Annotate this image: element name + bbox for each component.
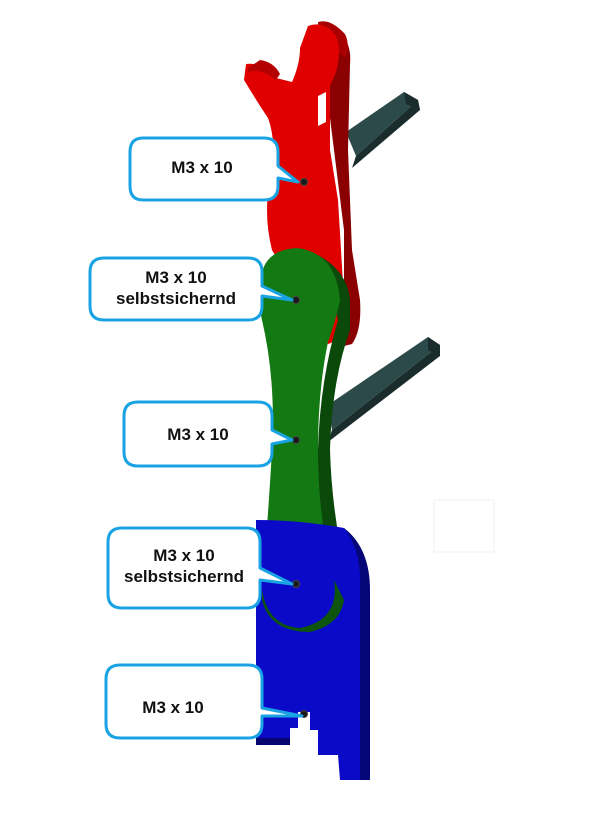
callout-4-label: M3 x 10 selbstsichernd xyxy=(110,545,258,587)
callout-3-label: M3 x 10 xyxy=(128,424,268,445)
callout-2-label: M3 x 10 selbstsichernd xyxy=(94,267,258,309)
callout-4-bubble xyxy=(106,526,294,610)
callout-1-label: M3 x 10 xyxy=(134,157,270,178)
callout-5-line-1: M3 x 10 xyxy=(142,698,204,717)
base-blue xyxy=(256,520,370,780)
hole-4 xyxy=(292,580,300,588)
callouts xyxy=(88,136,304,740)
callout-1-bubble xyxy=(128,136,300,202)
callout-4-line-1: M3 x 10 xyxy=(153,546,215,565)
callout-5-bubble xyxy=(104,663,304,740)
callout-3-bubble xyxy=(122,400,294,468)
callout-4-line-2: selbstsichernd xyxy=(124,567,244,586)
callout-5-label: M3 x 10 xyxy=(110,697,236,718)
callout-2-line-1: M3 x 10 xyxy=(145,268,207,287)
hole-1 xyxy=(300,178,308,186)
callout-2-bubble xyxy=(88,256,294,322)
hole-2 xyxy=(292,296,300,304)
upper-shaft xyxy=(346,92,420,168)
hole-3 xyxy=(292,436,300,444)
callout-2-line-2: selbstsichernd xyxy=(116,289,236,308)
callout-1-line-1: M3 x 10 xyxy=(171,158,233,177)
blank-patch xyxy=(433,499,495,553)
callout-3-line-1: M3 x 10 xyxy=(167,425,229,444)
lower-shaft xyxy=(328,337,440,442)
